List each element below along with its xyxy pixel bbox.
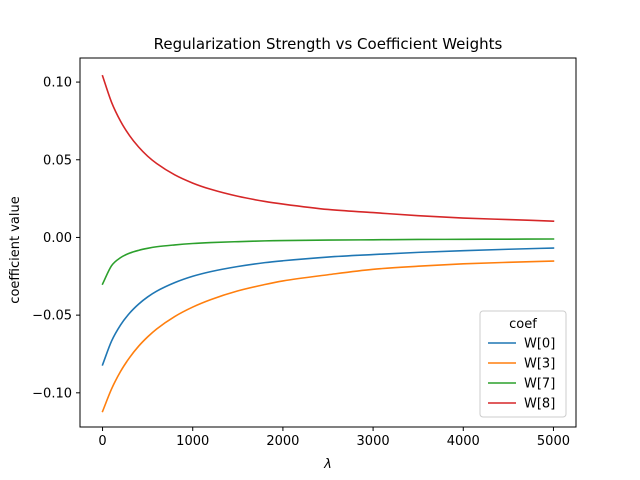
legend-box [479, 310, 567, 418]
y-tick-label: 0.00 [43, 231, 72, 246]
chart-title: Regularization Strength vs Coefficient W… [154, 35, 503, 53]
series-line-w0 [101, 247, 555, 366]
y-tick-label: −0.10 [32, 386, 72, 401]
series-line-w3 [101, 260, 555, 413]
y-tick-label: 0.10 [43, 76, 72, 91]
legend-title: coef [509, 317, 537, 332]
legend-label-w7: W[7] [524, 377, 555, 392]
x-tick-label: 2000 [266, 434, 299, 449]
x-tick-label: 1000 [176, 434, 209, 449]
series-line-w8 [101, 74, 555, 222]
legend-label-w0: W[0] [524, 337, 555, 352]
plot-area: 0 1000 2000 3000 4000 5000 −0.10 −0.05 0.00 0.05 0… [32, 57, 577, 449]
x-tick-label: 5000 [537, 434, 570, 449]
x-tick-label: 0 [98, 434, 106, 449]
y-tick-label: −0.05 [32, 309, 72, 324]
axes-frame [79, 57, 577, 428]
legend-label-w3: W[3] [524, 357, 555, 372]
x-tick-label: 3000 [357, 434, 390, 449]
legend: coef W[0] W[3] W[7] W[8] [479, 310, 567, 418]
x-axis-title: λ [323, 457, 332, 472]
series-line-w7 [101, 238, 555, 286]
y-axis-title: coefficient value [8, 196, 23, 303]
y-tick-label: 0.05 [43, 153, 72, 168]
x-tick-label: 4000 [447, 434, 480, 449]
legend-label-w8: W[8] [524, 397, 555, 412]
